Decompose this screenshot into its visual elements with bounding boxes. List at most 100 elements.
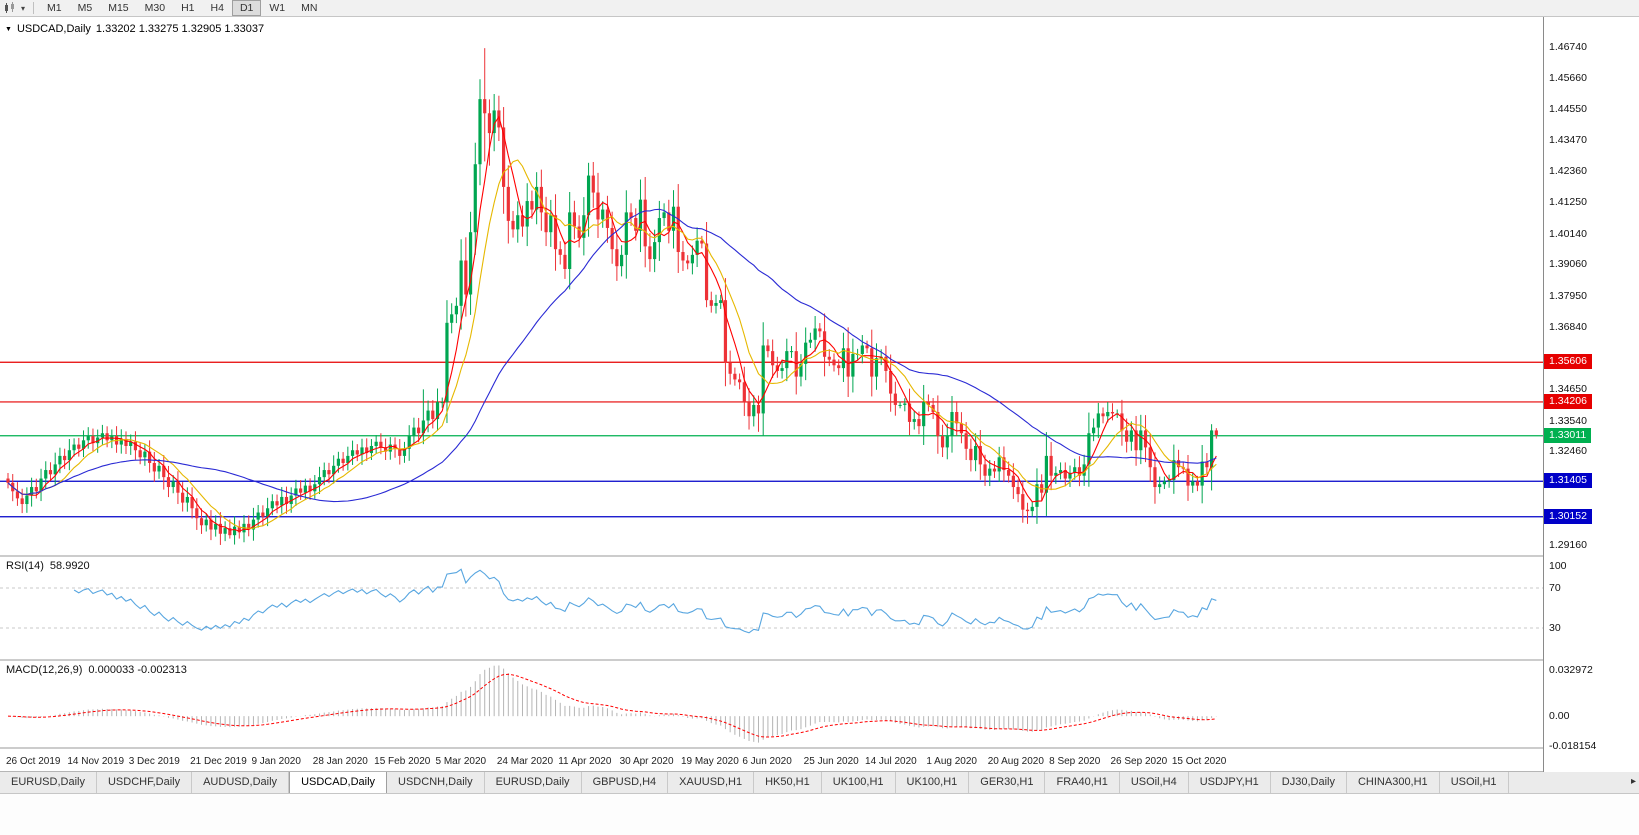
chart-tab-ger30-h1[interactable]: GER30,H1 (969, 772, 1046, 793)
svg-text:20 Aug 2020: 20 Aug 2020 (988, 756, 1045, 767)
ohlc-values: 1.33202 1.33275 1.32905 1.33037 (95, 23, 265, 35)
symbol-ohlc-line: ▼ USDCAD,Daily 1.33202 1.33275 1.32905 1… (5, 23, 264, 35)
chart-tab-usdcnh-daily[interactable]: USDCNH,Daily (387, 772, 485, 793)
svg-text:26 Oct 2019: 26 Oct 2019 (6, 756, 61, 767)
symbol-marker-icon: ▼ (5, 25, 12, 33)
chart-type-icon[interactable] (4, 2, 17, 14)
tabs-scroll-right-icon[interactable]: ▸ (1630, 776, 1636, 787)
price-tick: 1.34650 (1549, 383, 1587, 395)
svg-text:25 Jun 2020: 25 Jun 2020 (804, 756, 859, 767)
rsi-name: RSI(14) (6, 560, 44, 572)
timeframe-toolbar: ▾ M1 M5 M15 M30 H1 H4 D1 W1 MN (0, 0, 1639, 17)
svg-text:15 Oct 2020: 15 Oct 2020 (1172, 756, 1227, 767)
svg-text:5 Mar 2020: 5 Mar 2020 (436, 756, 487, 767)
svg-text:15 Feb 2020: 15 Feb 2020 (374, 756, 431, 767)
rsi-indicator-label: RSI(14) 58.9920 (6, 560, 90, 572)
symbol-name: USDCAD,Daily (16, 23, 91, 35)
chart-tab-usoil-h1[interactable]: USOil,H1 (1439, 772, 1509, 793)
price-tick: 1.29160 (1549, 539, 1587, 551)
price-tick: 1.43470 (1549, 134, 1587, 146)
price-axis[interactable]: 1.46740 1.45660 1.44550 1.43470 1.42360 1.412… (1543, 17, 1639, 772)
price-tick: 1.37950 (1549, 290, 1587, 302)
date-axis-labels: 26 Oct 2019 14 Nov 2019 3 Dec 2019 21 Dec 2… (6, 756, 1227, 767)
moving-averages-layer (7, 115, 1217, 532)
price-tick: 1.33540 (1549, 415, 1587, 427)
price-line-label: 1.31405 (1544, 473, 1592, 488)
timeframe-m5-button[interactable]: M5 (77, 2, 93, 14)
chart-tab-china300-h1[interactable]: CHINA300,H1 (1346, 772, 1440, 793)
candles-layer (6, 48, 1218, 545)
macd-name: MACD(12,26,9) (6, 664, 83, 676)
price-tick: 1.36840 (1549, 321, 1587, 333)
price-tick: 1.32460 (1549, 445, 1587, 457)
svg-text:8 Sep 2020: 8 Sep 2020 (1049, 756, 1101, 767)
toolbar-separator (33, 2, 35, 14)
chart-tab-eurusd-daily[interactable]: EURUSD,Daily (0, 772, 97, 793)
price-line-label: 1.33011 (1544, 428, 1592, 443)
chart-dropdown-caret-icon[interactable]: ▾ (21, 3, 26, 13)
chart-tab-usdjpy-h1[interactable]: USDJPY,H1 (1188, 772, 1271, 793)
svg-text:14 Nov 2019: 14 Nov 2019 (67, 756, 124, 767)
chart-tabs-bar: EURUSD,Daily USDCHF,Daily AUDUSD,Daily USDC… (0, 772, 1639, 794)
svg-text:21 Dec 2019: 21 Dec 2019 (190, 756, 247, 767)
svg-text:30 Apr 2020: 30 Apr 2020 (620, 756, 674, 767)
chart-canvas[interactable]: 26 Oct 2019 14 Nov 2019 3 Dec 2019 21 Dec 2… (0, 17, 1543, 772)
rsi-pane-layer (0, 568, 1543, 634)
price-tick: 1.46740 (1549, 41, 1587, 53)
price-tick: 1.40140 (1549, 228, 1587, 240)
rsi-value: 58.9920 (49, 560, 90, 572)
price-tick: 1.45660 (1549, 72, 1587, 84)
price-tick: 1.39060 (1549, 258, 1587, 270)
macd-pane-layer (7, 665, 1217, 743)
timeframe-d1-button[interactable]: D1 (231, 0, 262, 16)
rsi-axis-label: 100 (1549, 560, 1567, 572)
svg-text:28 Jan 2020: 28 Jan 2020 (313, 756, 368, 767)
timeframe-m30-button[interactable]: M30 (144, 2, 166, 14)
rsi-axis-label: 30 (1549, 622, 1561, 634)
chart-tab-dj30-daily[interactable]: DJ30,Daily (1270, 772, 1347, 793)
timeframe-m1-button[interactable]: M1 (47, 2, 62, 14)
svg-text:26 Sep 2020: 26 Sep 2020 (1110, 756, 1167, 767)
svg-text:19 May 2020: 19 May 2020 (681, 756, 739, 767)
macd-axis-label: 0.00 (1549, 710, 1570, 722)
svg-text:14 Jul 2020: 14 Jul 2020 (865, 756, 917, 767)
chart-tab-usdcad-daily[interactable]: USDCAD,Daily (289, 772, 388, 793)
svg-text:24 Mar 2020: 24 Mar 2020 (497, 756, 554, 767)
macd-axis-label: 0.032972 (1549, 664, 1593, 676)
timeframe-mn-button[interactable]: MN (301, 2, 318, 14)
timeframe-w1-button[interactable]: W1 (269, 2, 286, 14)
macd-values: 0.000033 -0.002313 (88, 664, 187, 676)
price-line-label: 1.30152 (1544, 509, 1592, 524)
svg-text:9 Jan 2020: 9 Jan 2020 (251, 756, 301, 767)
chart-tab-xauusd-h1[interactable]: XAUUSD,H1 (668, 772, 755, 793)
price-line-label: 1.34206 (1544, 394, 1592, 409)
pane-dividers (0, 555, 1543, 749)
svg-text:6 Jun 2020: 6 Jun 2020 (742, 756, 792, 767)
timeframe-buttons-group: M1 M5 M15 M30 H1 H4 D1 W1 MN (39, 0, 325, 16)
timeframe-m15-button[interactable]: M15 (108, 2, 129, 14)
price-line-label: 1.35606 (1544, 354, 1592, 369)
chart-tab-uk100-h1[interactable]: UK100,H1 (821, 772, 896, 793)
price-tick: 1.42360 (1549, 165, 1587, 177)
chart-tab-usoil-h4[interactable]: USOil,H4 (1119, 772, 1189, 793)
rsi-axis-label: 70 (1549, 582, 1561, 594)
chart-tab-fra40-h1[interactable]: FRA40,H1 (1045, 772, 1120, 793)
chart-tab-gbpusd-h4[interactable]: GBPUSD,H4 (581, 772, 669, 793)
chart-area: 26 Oct 2019 14 Nov 2019 3 Dec 2019 21 Dec 2… (0, 17, 1639, 772)
status-bar (0, 794, 1639, 835)
svg-text:11 Apr 2020: 11 Apr 2020 (558, 756, 612, 767)
timeframe-h4-button[interactable]: H4 (210, 2, 224, 14)
horizontal-lines-layer (0, 361, 1543, 518)
macd-indicator-label: MACD(12,26,9) 0.000033 -0.002313 (6, 664, 187, 676)
timeframe-h1-button[interactable]: H1 (181, 2, 195, 14)
macd-axis-label: -0.018154 (1549, 740, 1597, 752)
chart-tab-hk50-h1[interactable]: HK50,H1 (754, 772, 822, 793)
svg-text:3 Dec 2019: 3 Dec 2019 (129, 756, 181, 767)
price-tick: 1.44550 (1549, 103, 1587, 115)
chart-tab-usdchf-daily[interactable]: USDCHF,Daily (96, 772, 193, 793)
price-tick: 1.41250 (1549, 196, 1587, 208)
chart-tab-audusd-daily[interactable]: AUDUSD,Daily (192, 772, 290, 793)
chart-tab-eurusd-daily[interactable]: EURUSD,Daily (484, 772, 582, 793)
chart-tab-uk100-h1[interactable]: UK100,H1 (895, 772, 970, 793)
